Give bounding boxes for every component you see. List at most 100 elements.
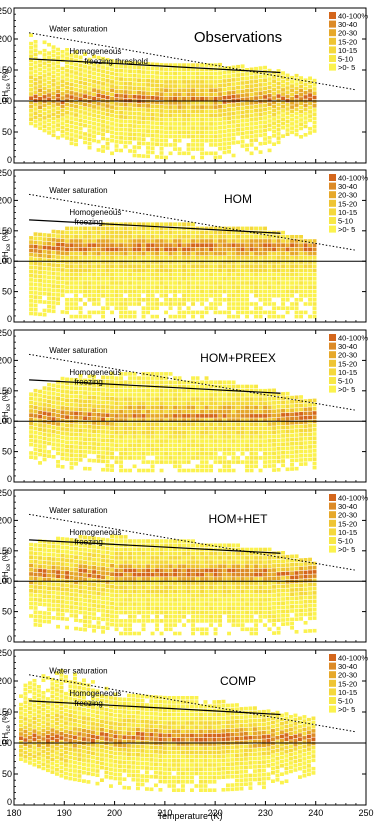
density-cell (47, 582, 51, 586)
density-cell (195, 602, 200, 606)
density-cell (105, 463, 110, 468)
density-cell (29, 113, 33, 117)
density-cell (222, 384, 227, 389)
density-cell (51, 553, 56, 557)
density-cell (168, 298, 173, 302)
density-cell (83, 226, 87, 231)
density-cell (186, 281, 191, 285)
density-cell (110, 289, 114, 294)
density-cell (150, 125, 155, 129)
density-cell (101, 592, 105, 596)
density-cell (141, 256, 146, 260)
density-cell (33, 593, 38, 598)
density-cell (159, 96, 164, 101)
density-cell (240, 110, 245, 115)
density-cell (38, 283, 42, 287)
density-cell (182, 247, 186, 252)
density-cell (285, 285, 290, 289)
density-cell (87, 293, 92, 298)
density-cell (191, 543, 195, 548)
density-cell (146, 285, 150, 289)
density-cell (42, 53, 47, 57)
density-cell (312, 277, 317, 281)
density-cell (182, 623, 186, 627)
density-cell (65, 56, 69, 60)
density-cell (38, 232, 42, 237)
density-cell (267, 298, 272, 302)
density-cell (173, 439, 177, 443)
density-cell (177, 239, 182, 243)
density-cell (114, 380, 119, 385)
density-cell (164, 122, 168, 126)
density-cell (290, 454, 294, 459)
density-cell (182, 589, 186, 594)
density-cell (137, 610, 141, 615)
density-cell (159, 130, 164, 134)
density-cell (78, 243, 83, 247)
density-cell (308, 101, 312, 106)
density-cell (128, 418, 132, 422)
density-cell (74, 142, 78, 147)
density-cell (168, 285, 173, 289)
density-cell (177, 67, 182, 72)
density-cell (141, 460, 146, 464)
density-cell (42, 449, 47, 453)
density-cell (195, 126, 200, 130)
density-cell (191, 63, 195, 67)
density-cell (272, 100, 276, 104)
density-cell (218, 310, 222, 315)
density-cell (65, 136, 69, 140)
density-cell (204, 380, 209, 385)
density-cell (272, 455, 276, 460)
density-cell (213, 409, 218, 414)
density-cell (51, 62, 56, 66)
density-cell (56, 267, 60, 272)
density-cell (236, 69, 240, 73)
density-cell (96, 455, 101, 459)
density-cell (74, 593, 78, 597)
density-cell (92, 96, 96, 101)
density-cell (150, 91, 155, 96)
density-cell (164, 222, 168, 226)
density-cell (69, 70, 74, 74)
density-cell (33, 73, 38, 78)
density-cell (74, 453, 78, 458)
density-cell (47, 72, 51, 76)
density-cell (60, 50, 65, 54)
density-cell (137, 91, 141, 95)
density-cell (83, 86, 87, 90)
density-cell (186, 568, 191, 573)
density-cell (105, 137, 110, 142)
density-cell (74, 580, 78, 585)
density-cell (168, 264, 173, 268)
density-cell (119, 102, 123, 107)
density-cell (182, 222, 186, 226)
density-cell (96, 68, 101, 72)
density-cell (186, 610, 191, 615)
density-cell (182, 260, 186, 264)
density-cell (132, 376, 137, 380)
density-cell (38, 236, 42, 241)
density-cell (186, 606, 191, 611)
density-cell (303, 441, 308, 445)
density-cell (83, 132, 87, 136)
density-cell (191, 447, 195, 452)
legend-label: >0- 5 (338, 385, 355, 394)
density-cell (132, 426, 137, 431)
density-cell (222, 414, 227, 418)
density-cell (141, 272, 146, 277)
density-cell (33, 589, 38, 593)
density-cell (47, 258, 51, 263)
density-cell (191, 439, 195, 443)
density-cell (141, 87, 146, 91)
density-cell (236, 272, 240, 277)
density-cell (74, 601, 78, 606)
density-cell (290, 109, 294, 114)
density-cell (105, 626, 110, 630)
density-cell (173, 117, 177, 122)
density-cell (96, 425, 101, 430)
density-cell (141, 380, 146, 385)
density-cell (132, 393, 137, 397)
density-cell (272, 247, 276, 252)
density-cell (218, 388, 222, 393)
